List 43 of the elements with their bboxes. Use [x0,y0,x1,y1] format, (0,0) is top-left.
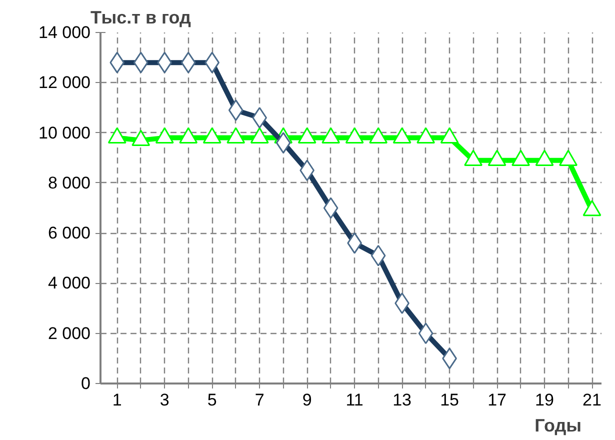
y-tick-label: 12 000 [38,73,91,92]
x-tick-label: 1 [112,390,122,410]
point [345,127,364,144]
x-tick-label: 7 [254,390,264,410]
y-tick-label: 0 [81,374,91,393]
point [108,127,126,144]
x-tick-label: 11 [346,390,364,410]
y-tick-label: 4 000 [48,274,91,293]
x-tick-label: 13 [392,390,412,410]
y-axis-title: Тыс.т в год [90,8,192,28]
point [418,322,434,344]
point [250,127,269,144]
y-tick-label: 2 000 [48,324,91,343]
x-axis-title: Годы [534,416,582,436]
x-tick-label: 15 [440,390,460,410]
point [559,150,578,166]
point [298,127,316,144]
point [535,150,554,166]
x-tick-label: 9 [302,390,312,410]
point [416,127,436,144]
point [202,127,222,144]
y-tick-label: 10 000 [38,123,91,142]
x-tick-label: 3 [160,390,170,410]
point [488,150,506,166]
x-tick-label: 21 [582,390,602,410]
point [226,127,246,144]
x-tick-label: 5 [207,390,217,410]
x-tick-label: 17 [488,390,506,410]
point [369,127,388,144]
point [132,130,150,146]
y-tick-label: 8 000 [48,173,91,192]
point [155,127,174,144]
point [512,150,530,166]
point [464,150,483,166]
x-tick-label: 19 [535,390,554,410]
y-tick-label: 14 000 [38,23,91,42]
point [322,127,340,144]
point [370,244,386,266]
point [440,127,459,144]
point [179,127,198,144]
point [392,127,412,144]
y-tick-label: 6 000 [48,224,91,243]
point [582,200,602,216]
